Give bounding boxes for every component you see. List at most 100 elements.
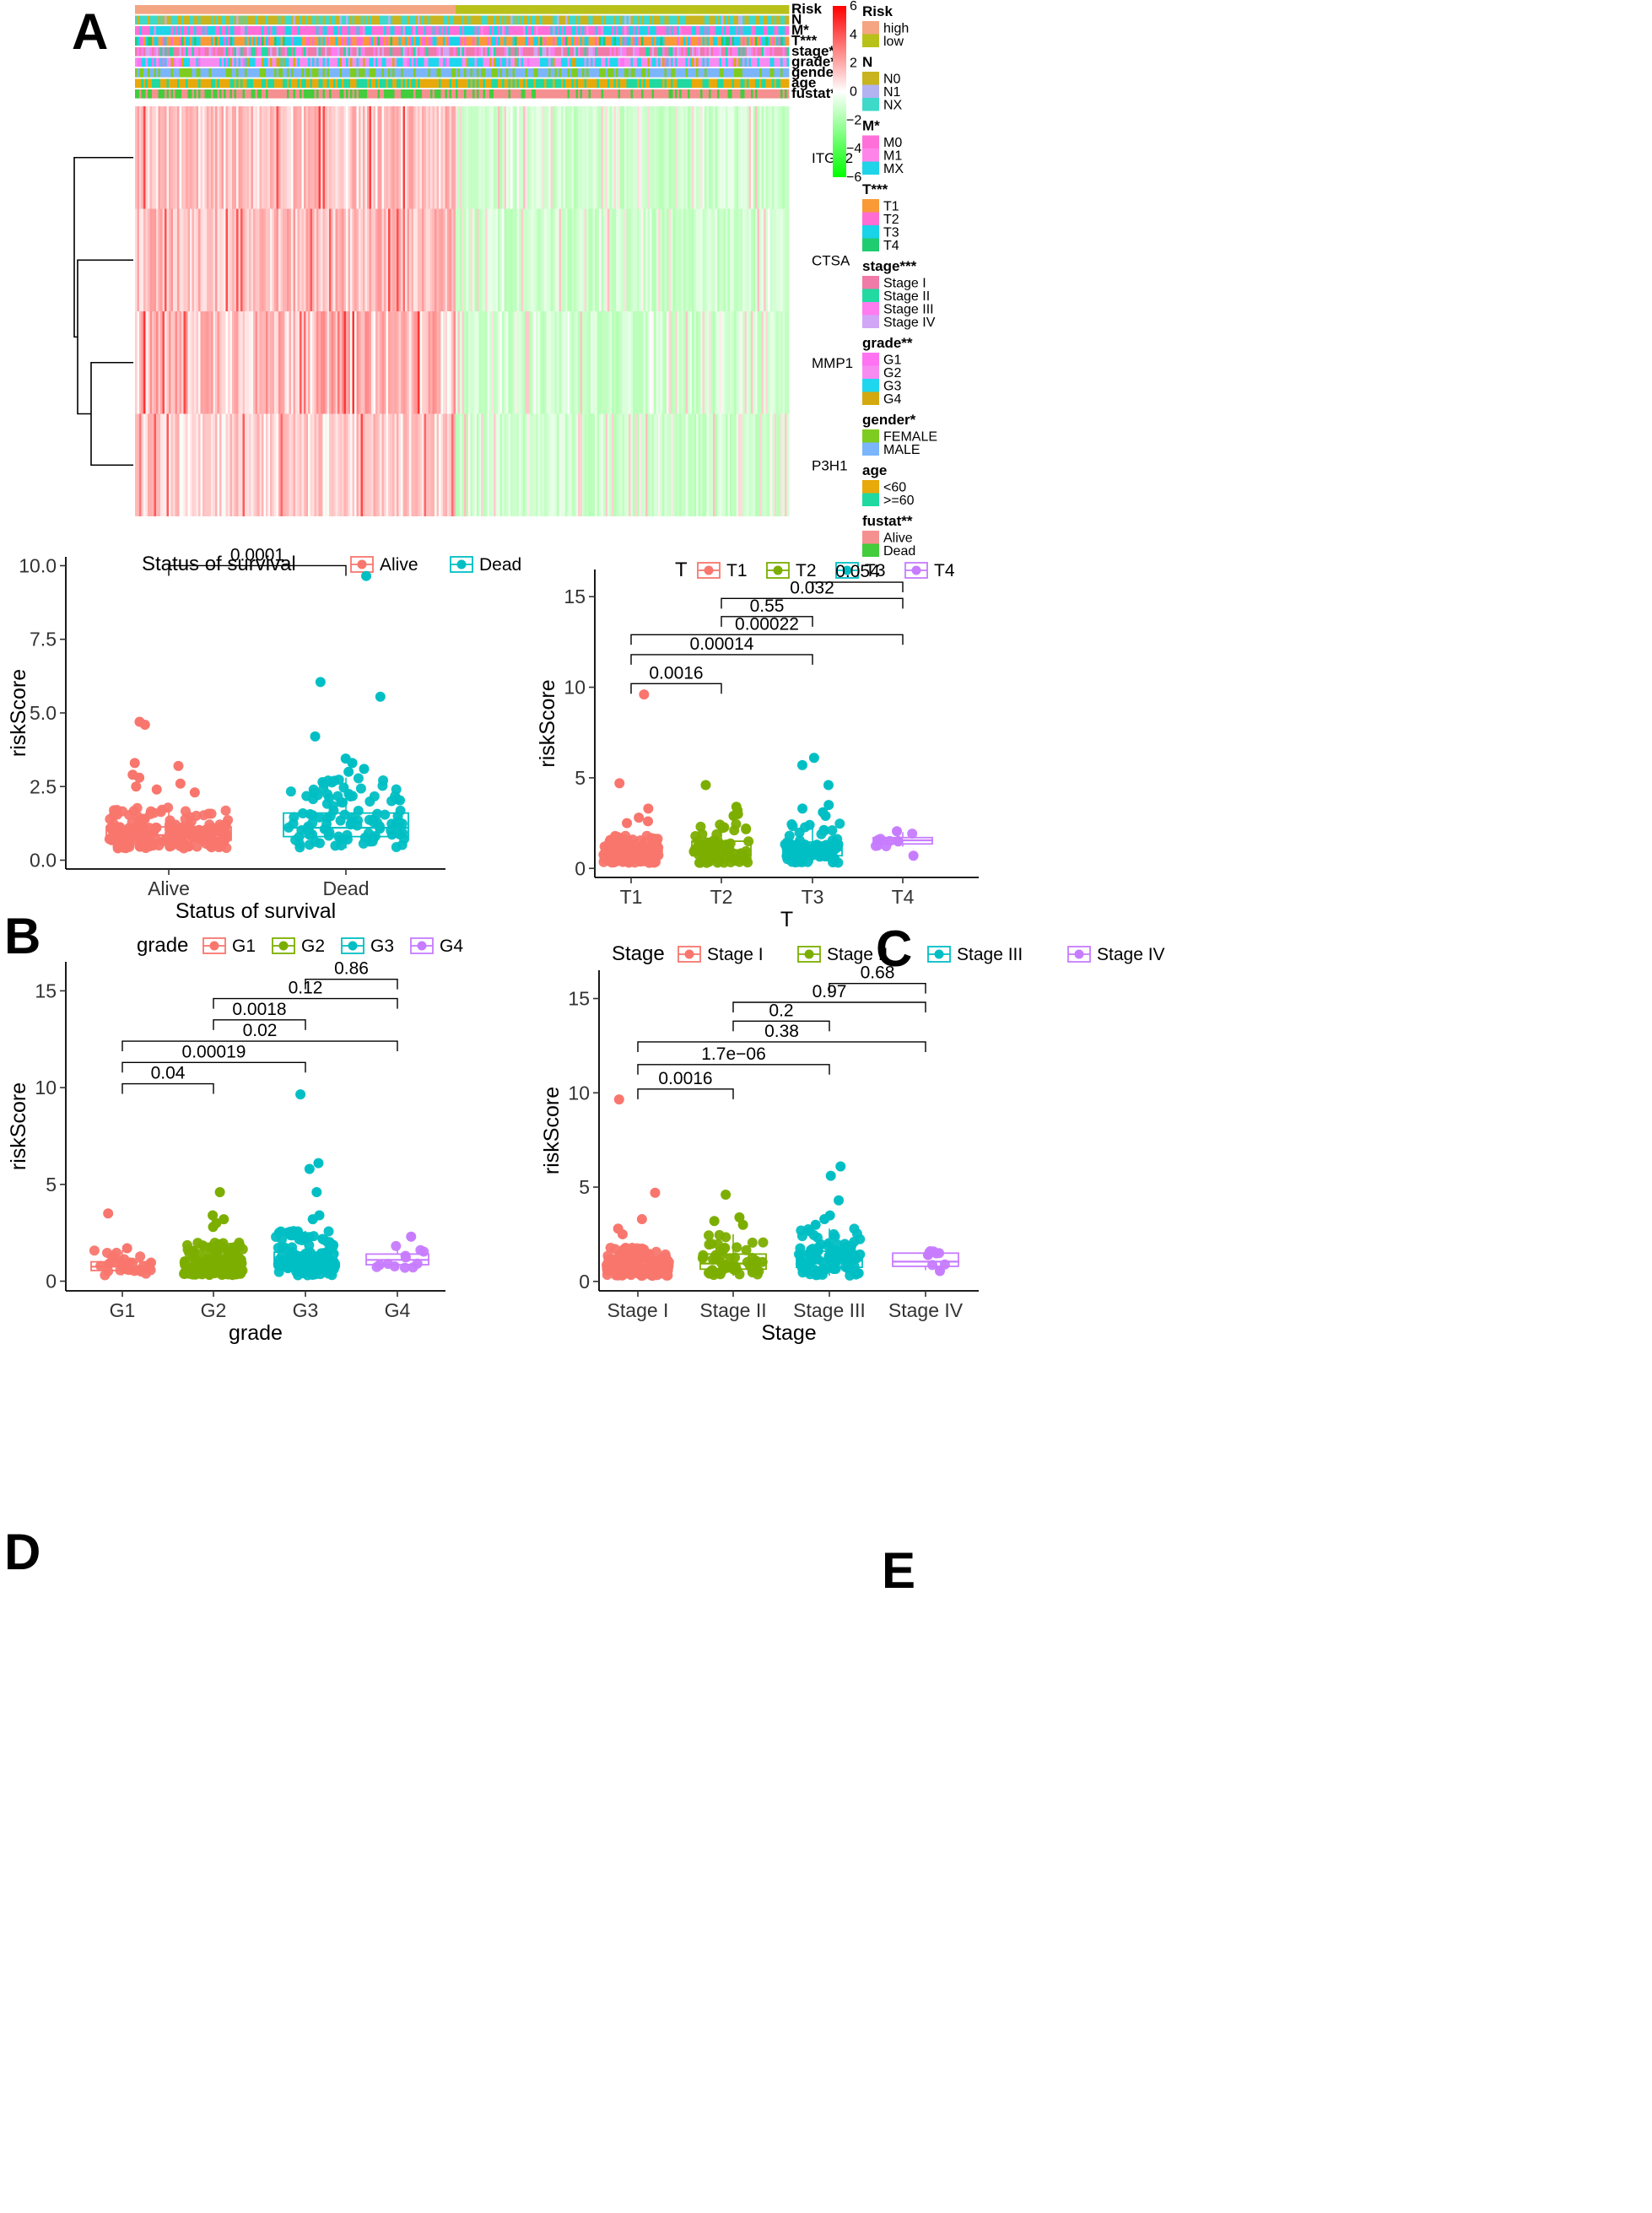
points-dead bbox=[283, 570, 409, 853]
heatmap-cell bbox=[245, 311, 247, 414]
heatmap-cell bbox=[394, 106, 397, 209]
heatmap-cell bbox=[542, 106, 545, 209]
annotation-cell bbox=[314, 36, 317, 46]
annotation-cell bbox=[723, 57, 726, 67]
annotation-cell bbox=[542, 5, 545, 14]
annotation-cell bbox=[592, 26, 596, 35]
annotation-cell bbox=[272, 89, 275, 99]
annotation-cell bbox=[567, 89, 570, 99]
annotation-cell bbox=[769, 57, 773, 67]
annotation-cell bbox=[192, 89, 195, 99]
annotation-cell bbox=[453, 15, 456, 25]
heatmap-cell bbox=[402, 106, 406, 209]
annotation-cell bbox=[342, 57, 344, 67]
heatmap-cell bbox=[782, 413, 786, 516]
annotation-cell bbox=[398, 57, 402, 67]
annotation-cell bbox=[533, 47, 537, 57]
annotation-cell bbox=[613, 89, 617, 99]
heatmap-cell bbox=[478, 208, 482, 311]
annotation-cell bbox=[574, 15, 576, 25]
box-t4 bbox=[872, 832, 933, 847]
annotation-cell bbox=[262, 57, 264, 67]
heatmap-cell bbox=[228, 413, 230, 516]
heatmap-cell bbox=[706, 311, 710, 414]
annotation-cell bbox=[337, 89, 340, 99]
annotation-cell bbox=[236, 89, 239, 99]
annotation-cell bbox=[508, 89, 511, 99]
annotation-cell bbox=[337, 68, 340, 78]
heatmap-cell bbox=[715, 311, 718, 414]
heatmap-cell bbox=[554, 106, 558, 209]
annotation-cell bbox=[388, 68, 391, 78]
annotation-cell bbox=[506, 78, 509, 89]
annotation-cell bbox=[715, 5, 718, 14]
heatmap-cell bbox=[145, 106, 148, 209]
annotation-cell bbox=[559, 15, 562, 25]
heatmap-cell bbox=[154, 311, 157, 414]
annotation-cell bbox=[402, 68, 406, 78]
annotation-cell bbox=[706, 47, 710, 57]
heatmap-cell bbox=[276, 208, 279, 311]
annotation-cell bbox=[325, 89, 327, 99]
heatmap-cell bbox=[183, 413, 186, 516]
annotation-cell bbox=[295, 68, 298, 78]
heatmap-cell bbox=[732, 413, 735, 516]
heatmap-cell bbox=[607, 208, 610, 311]
heatmap-cell bbox=[753, 208, 756, 311]
heatmap-cell bbox=[428, 106, 431, 209]
annotation-cell bbox=[622, 15, 625, 25]
annotation-cell bbox=[284, 68, 288, 78]
annotation-cell bbox=[470, 36, 473, 46]
annotation-cell bbox=[588, 57, 591, 67]
annotation-cell bbox=[557, 15, 559, 25]
annotation-cell bbox=[536, 47, 538, 57]
heatmap-cell bbox=[567, 413, 570, 516]
annotation-cell bbox=[643, 26, 646, 35]
annotation-cell bbox=[270, 57, 273, 67]
heatmap-cell bbox=[405, 413, 408, 516]
annotation-cell bbox=[565, 57, 568, 67]
heatmap-cell bbox=[137, 106, 140, 209]
heatmap-cell bbox=[578, 106, 580, 209]
annotation-cell bbox=[512, 47, 516, 57]
annotation-cell bbox=[449, 15, 452, 25]
annotation-cell bbox=[626, 57, 629, 67]
annotation-cell bbox=[504, 68, 507, 78]
annotation-cell bbox=[300, 78, 302, 89]
heatmap-cell bbox=[597, 208, 600, 311]
annotation-cell bbox=[637, 78, 640, 89]
heatmap-cell bbox=[536, 208, 538, 311]
annotation-cell bbox=[481, 47, 483, 57]
annotation-cell bbox=[542, 36, 545, 46]
annotation-cell bbox=[295, 26, 298, 35]
heatmap-cell bbox=[158, 208, 161, 311]
heatmap-cell bbox=[384, 106, 386, 209]
data-point-outlier bbox=[361, 570, 372, 581]
annotation-cell bbox=[723, 68, 726, 78]
heatmap-cell bbox=[540, 311, 543, 414]
heatmap-cell bbox=[451, 413, 454, 516]
annotation-cell bbox=[634, 89, 638, 99]
annotation-cell bbox=[485, 57, 488, 67]
annotation-cell bbox=[656, 47, 659, 57]
annotation-cell bbox=[246, 78, 250, 89]
heatmap-cell bbox=[683, 106, 686, 209]
heatmap-cell bbox=[312, 311, 315, 414]
annotation-cell bbox=[194, 15, 197, 25]
annotation-cell bbox=[445, 78, 448, 89]
annotation-cell bbox=[310, 5, 313, 14]
annotation-cell bbox=[305, 15, 309, 25]
heatmap-cell bbox=[744, 208, 748, 311]
annotation-cell bbox=[253, 5, 256, 14]
heatmap-cell bbox=[411, 208, 414, 311]
heatmap-cell bbox=[359, 208, 361, 311]
annotation-cell bbox=[169, 78, 171, 89]
heatmap-cell bbox=[748, 311, 752, 414]
heatmap-cell bbox=[283, 208, 285, 311]
annotation-cell bbox=[499, 68, 503, 78]
annotation-cell bbox=[710, 47, 714, 57]
annotation-cell bbox=[424, 78, 427, 89]
annotation-cell bbox=[139, 15, 142, 25]
annotation-cell bbox=[321, 26, 323, 35]
heatmap-cell bbox=[280, 208, 283, 311]
